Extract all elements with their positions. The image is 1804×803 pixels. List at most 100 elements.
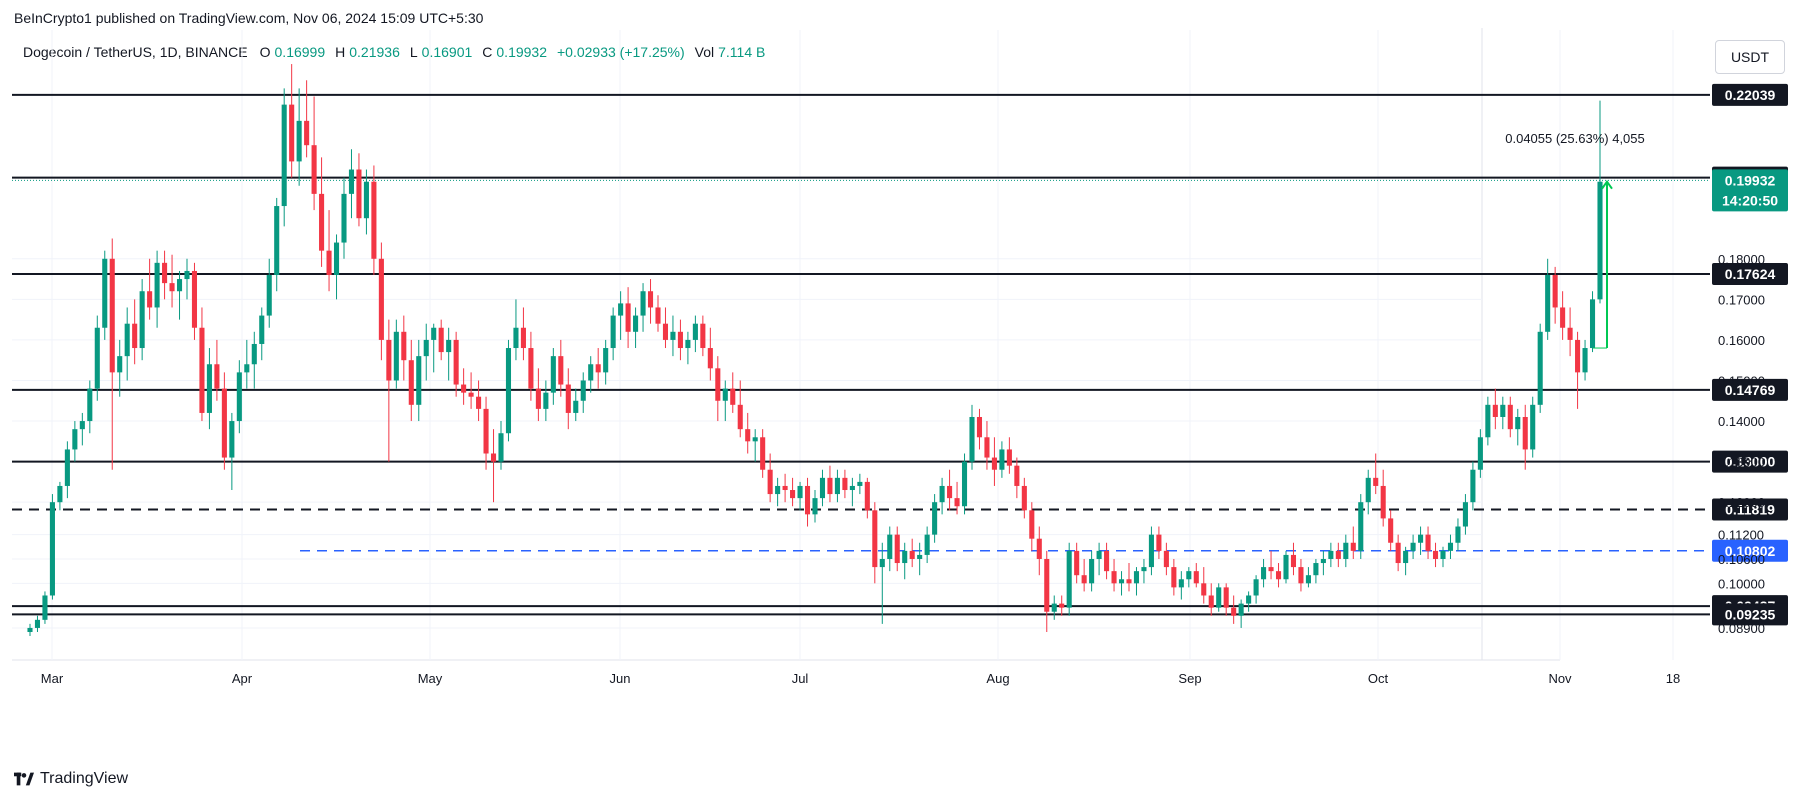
candle-body: [1403, 550, 1409, 564]
candle-body: [1440, 550, 1446, 559]
candle-body: [416, 356, 422, 405]
candle-body: [34, 619, 41, 628]
candle-body: [1126, 579, 1132, 584]
tradingview-footer[interactable]: TradingView: [14, 770, 128, 788]
candle-body: [595, 364, 601, 373]
candle-body: [827, 477, 833, 495]
candle-body: [633, 315, 639, 332]
candle-body: [1283, 554, 1289, 580]
candle-body: [27, 627, 33, 632]
candle-body: [117, 356, 123, 373]
candle-body: [947, 485, 953, 499]
candle-body: [1455, 526, 1461, 543]
candle-body: [1477, 437, 1483, 470]
candle-body: [1313, 563, 1319, 576]
candle-body: [1582, 348, 1588, 373]
x-tick-label: Sep: [1178, 671, 1201, 686]
candle-body: [1104, 550, 1110, 572]
candle-body: [87, 388, 93, 422]
last-price-label: 0.19932: [1725, 172, 1776, 188]
candle-body: [476, 396, 482, 409]
close-value: 0.19932: [496, 44, 547, 60]
y-tick-label: 0.12000: [1718, 495, 1765, 510]
y-tick-label: 0.16000: [1718, 333, 1765, 348]
candle-body: [1261, 567, 1267, 580]
candle-body: [1193, 571, 1199, 584]
candle-body: [57, 485, 63, 503]
candle-body: [1081, 575, 1087, 584]
candle-body: [229, 421, 235, 458]
candle-body: [1141, 567, 1147, 572]
close-label: C: [482, 44, 493, 60]
candle-body: [423, 339, 429, 357]
grid-lines: [12, 28, 1674, 661]
candle-body: [610, 315, 616, 349]
candle-body: [1305, 575, 1311, 584]
candle-body: [1014, 465, 1020, 486]
candle-body: [162, 262, 168, 284]
candle-body: [191, 270, 198, 328]
candle-body: [1216, 587, 1222, 608]
candle-body: [319, 193, 325, 251]
candle-body: [1133, 571, 1140, 584]
candlesticks: [27, 64, 1603, 637]
candle-body: [386, 339, 392, 381]
candle-body: [505, 348, 512, 434]
footer-brand: TradingView: [40, 770, 129, 787]
candle-body: [124, 323, 130, 357]
candle-body: [849, 485, 855, 491]
candle-body: [1118, 579, 1125, 584]
candle-body: [558, 356, 564, 385]
candle-body: [1089, 558, 1095, 584]
candle-body: [184, 270, 190, 280]
candle-body: [670, 331, 676, 340]
candle-body: [760, 437, 766, 470]
candle-body: [79, 421, 85, 430]
candle-body: [1268, 567, 1274, 572]
y-tick-label: 0.13000: [1718, 455, 1765, 470]
candle-body: [132, 323, 138, 349]
candle-body: [49, 502, 55, 596]
published-by: BeInCrypto1 published on TradingView.com…: [14, 10, 484, 26]
candle-body: [707, 348, 713, 369]
candle-body: [1036, 538, 1042, 559]
candle-body: [1575, 339, 1581, 373]
candle-body: [1597, 181, 1603, 300]
candle-body: [573, 400, 579, 413]
candle-body: [1066, 550, 1072, 608]
candle-body: [782, 485, 788, 491]
candle-body: [431, 327, 437, 340]
candle-body: [199, 327, 205, 413]
y-tick-label: 0.10000: [1718, 576, 1765, 591]
candle-body: [333, 242, 340, 276]
annotations: 0.04055 (25.63%) 4,055: [1505, 131, 1645, 349]
candle-body: [737, 404, 743, 430]
level-badge: [1712, 378, 1788, 401]
symbol-title[interactable]: Dogecoin / TetherUS, 1D, BINANCE: [23, 44, 248, 60]
y-tick-label: 0.17000: [1718, 292, 1765, 307]
candle-body: [206, 364, 212, 413]
candle-body: [520, 327, 526, 349]
candle-body: [1328, 550, 1334, 559]
candle-body: [1395, 542, 1401, 564]
candle-body: [775, 485, 781, 495]
level-badge: [1712, 603, 1788, 626]
candle-body: [1208, 595, 1214, 608]
candle-body: [94, 327, 100, 389]
candle-body: [446, 339, 452, 353]
open-label: O: [259, 44, 271, 60]
candle-body: [984, 437, 990, 458]
candle-body: [618, 303, 624, 316]
x-tick-label: Oct: [1368, 671, 1389, 686]
level-badge: [1712, 83, 1788, 106]
candle-body: [1492, 404, 1498, 417]
candle-body: [647, 291, 654, 308]
candle-body: [902, 550, 908, 564]
currency-button[interactable]: USDT: [1715, 40, 1785, 74]
high-label: H: [335, 44, 346, 60]
candle-body: [42, 595, 48, 620]
candle-body: [371, 181, 377, 259]
candle-body: [1567, 327, 1573, 340]
candle-body: [1186, 571, 1192, 580]
